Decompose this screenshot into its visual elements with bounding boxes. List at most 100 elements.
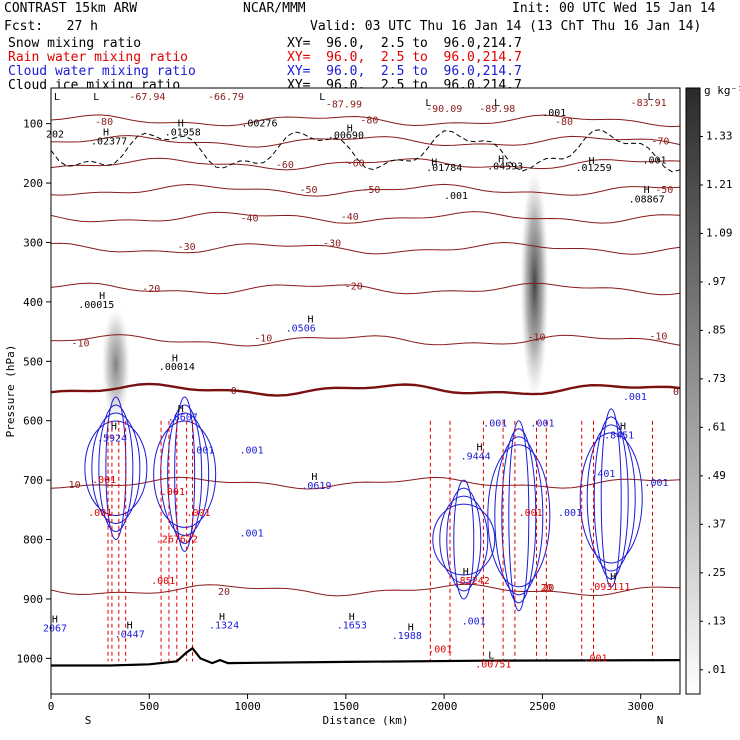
surface-terrain-line	[51, 646, 681, 667]
extremum-label-0: -67.94	[129, 92, 165, 103]
isotherm-label-5: -10	[71, 338, 89, 349]
extremum-marker-16: H	[111, 422, 117, 433]
extremum-label-35: 2067	[43, 624, 67, 635]
extremum-label-3: -90.09	[426, 104, 462, 115]
extremum-marker-25: H	[349, 612, 355, 623]
isotherm-0	[50, 382, 681, 397]
extremum-marker-3: L	[425, 98, 431, 109]
extremum-label-24: .001	[240, 445, 264, 456]
colorbar-tick-label-3: .97	[706, 275, 726, 288]
isotherm-label-8: -10	[649, 331, 667, 342]
extremum-label-31: .001	[623, 392, 647, 403]
ice-mixing-ratio-contour	[50, 129, 681, 173]
isotherm-label-3: 0	[231, 386, 237, 397]
extremum-marker-21: H	[463, 567, 469, 578]
cloud-water-contour-4-2	[439, 495, 489, 584]
extremum-label-43: .001	[161, 487, 185, 498]
extremum-label-52: .093111	[588, 582, 630, 593]
extremum-marker-17: H	[178, 404, 184, 415]
extremum-marker-27: H	[610, 572, 616, 583]
extremum-marker-14: H	[172, 353, 178, 364]
extremum-label-34: .001	[644, 478, 668, 489]
extremum-marker-19: H	[476, 442, 482, 453]
extremum-label-50: .00751	[475, 659, 511, 670]
isotherm-label-18: -60	[276, 160, 294, 171]
extremum-label-40: .001	[462, 617, 486, 628]
init-time: Init: 00 UTC Wed 15 Jan 14	[512, 1, 716, 16]
x-tick-label-2: 1000	[234, 700, 261, 713]
mixing-ratio-shading-1	[520, 171, 549, 397]
south-end-label: S	[85, 714, 92, 727]
y-tick-label-5: 600	[23, 415, 43, 428]
extremum-label-30: .001	[558, 508, 582, 519]
extremum-label-53: 20	[540, 583, 552, 594]
colorbar: 1.33 1.21 1.09 .97 .85 .73 .61 .49 .37 .25 .13 .01 g…	[685, 84, 740, 695]
cloud-water-contour-0-1	[98, 404, 134, 533]
extremum-marker-0: L	[54, 92, 60, 103]
extremum-label-15: .001	[642, 155, 666, 166]
colorbar-tick-label-4: .85	[706, 323, 726, 336]
extremum-label-8: .01958	[165, 128, 201, 139]
extremum-marker-8: H	[347, 123, 353, 134]
extremum-label-46: .001	[151, 576, 175, 587]
cloud-water-contour-3-1	[593, 416, 629, 580]
colorbar-tick-label-0: 1.33	[706, 129, 733, 142]
extremum-marker-5: L	[648, 92, 654, 103]
extremum-marker-1: L	[93, 92, 99, 103]
extremum-label-41: .001	[92, 475, 116, 486]
cloud-water-contour-1-1	[167, 404, 203, 544]
y-tick-label-8: 900	[23, 593, 43, 606]
isotherm-label-13: -40	[240, 214, 258, 225]
isotherm--20	[50, 282, 681, 296]
extremum-label-22: .6607	[168, 413, 198, 424]
isotherm--60	[50, 157, 681, 171]
colorbar-tick-label-8: .37	[706, 517, 726, 530]
extremum-label-18: .00015	[78, 300, 114, 311]
cloud-water-contour-3-2	[586, 424, 636, 572]
cloud-water-contour-1-0	[174, 396, 196, 552]
x-tick-label-1: 500	[139, 700, 159, 713]
extremum-label-10: .00690	[328, 131, 364, 142]
colorbar-tick-label-6: .61	[706, 420, 726, 433]
cloud-water-contour-1-2	[160, 412, 210, 536]
colorbar-tick-label-5: .73	[706, 372, 726, 385]
extremum-marker-26: H	[408, 622, 414, 633]
isotherm-10	[50, 476, 681, 490]
isotherm-label-6: -10	[254, 334, 272, 345]
x-tick-label-6: 3000	[627, 700, 654, 713]
isotherm-label-19: -60	[347, 158, 365, 169]
isotherm-20	[50, 583, 681, 597]
isotherm-label-22: -80	[360, 116, 378, 127]
isotherm-label-15: -50	[299, 185, 317, 196]
extremum-label-29: .001	[530, 419, 554, 430]
extremum-label-19: .00014	[159, 362, 195, 373]
extremum-marker-7: H	[178, 119, 184, 130]
isotherm-label-14: -40	[341, 212, 359, 223]
extremum-label-12: .04593	[487, 161, 523, 172]
isotherm-label-11: -30	[178, 242, 196, 253]
extremum-label-45: .267672	[156, 535, 198, 546]
cloud-water-contour-1-3	[153, 420, 217, 528]
extremum-marker-10: H	[498, 154, 504, 165]
extremum-label-42: .001	[88, 508, 112, 519]
x-axis-label: Distance (km)	[322, 714, 408, 727]
extremum-marker-12: H	[644, 185, 650, 196]
isotherm-label-12: -30	[323, 239, 341, 250]
extremum-label-9: .00276	[241, 119, 277, 130]
extremum-label-28: .001	[483, 419, 507, 430]
isotherm-label-21: -80	[95, 117, 113, 128]
x-tick-label-3: 1500	[333, 700, 360, 713]
y-tick-label-2: 300	[23, 236, 43, 249]
extremum-marker-23: H	[127, 621, 133, 632]
extremum-label-2: -87.99	[326, 100, 362, 111]
plot-frame	[50, 87, 681, 695]
y-tick-label-1: 200	[23, 177, 43, 190]
extremum-marker-24: H	[219, 612, 225, 623]
extremum-label-33: .401	[591, 469, 615, 480]
plot-area: 20 20 10 0 0 -10 -10 -10 -10 -20 -20 -30 -30 -40 -40 -5…	[43, 88, 681, 694]
extremum-label-14: .001	[542, 108, 566, 119]
cloud-water-contour-0-0	[105, 396, 127, 541]
forecast-hour: Fcst: 27 h	[4, 19, 98, 34]
cloud-water-contour-2-1	[501, 428, 537, 604]
